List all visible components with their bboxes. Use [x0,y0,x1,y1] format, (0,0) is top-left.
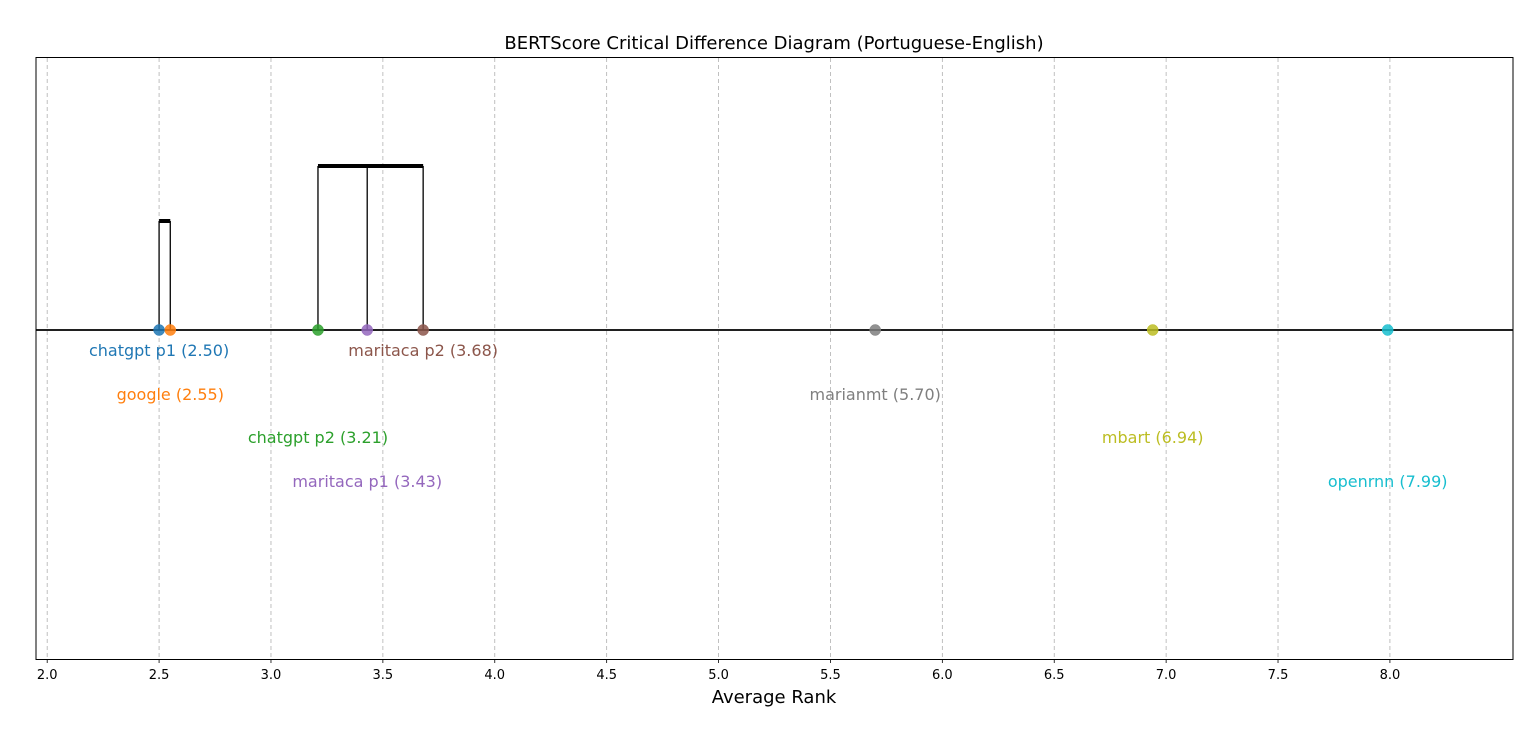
x-tick-label: 6.5 [1044,668,1065,683]
x-tick-label: 8.0 [1380,668,1401,683]
rank-point-label: maritaca p1 (3.43) [292,472,442,491]
x-tick-label: 4.5 [596,668,617,683]
rank-point [1146,324,1159,336]
rank-point [361,324,373,336]
clique-bars [158,164,424,330]
rank-point-label: marianmt (5.70) [809,385,940,404]
rank-point-label: chatgpt p2 (3.21) [248,428,388,447]
rank-point [1381,324,1394,336]
x-tick-label: 2.5 [149,668,170,683]
x-tick-label: 6.0 [932,668,953,683]
rank-point [312,324,324,336]
data-points [153,324,1394,336]
x-tick-label: 7.0 [1156,668,1177,683]
grid-lines [46,58,1391,659]
x-tick-label: 5.0 [708,668,729,683]
x-axis-ticks: 2.0 2.5 3.0 3.5 4.0 4.5 5.0 5.5 6.0 6.5 7.0 7.5 8.0 [37,659,1400,683]
rank-point-label: maritaca p2 (3.68) [348,341,498,360]
x-tick-label: 3.0 [261,668,282,683]
rank-point [153,324,165,336]
rank-point-label: openrnn (7.99) [1328,472,1448,491]
x-tick-label: 2.0 [37,668,58,683]
x-axis-title: Average Rank [712,687,837,708]
rank-point-label: google (2.55) [117,385,224,404]
rank-point-label: mbart (6.94) [1102,428,1204,447]
x-tick-label: 5.5 [820,668,841,683]
rank-point [164,324,177,336]
x-tick-label: 3.5 [373,668,394,683]
rank-point [869,324,881,336]
rank-point [417,324,429,336]
chart-title: BERTScore Critical Difference Diagram (P… [504,33,1043,54]
x-tick-label: 4.0 [484,668,505,683]
x-tick-label: 7.5 [1268,668,1289,683]
point-labels: chatgpt p1 (2.50) google (2.55) chatgpt p2… [89,341,1448,491]
plot-frame [35,57,1514,660]
rank-point-label: chatgpt p1 (2.50) [89,341,229,360]
